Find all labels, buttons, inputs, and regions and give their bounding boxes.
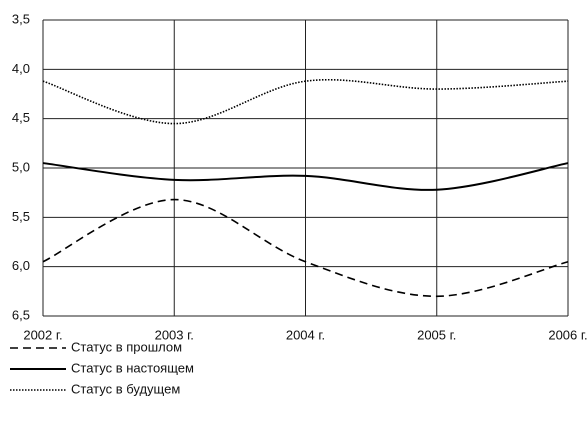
y-tick-label: 6,5 xyxy=(12,307,30,322)
x-tick-label: 2002 г. xyxy=(23,327,62,342)
y-tick-label: 5,0 xyxy=(12,159,30,174)
x-tick-label: 2004 г. xyxy=(286,327,325,342)
series-line xyxy=(42,162,569,191)
y-tick-label: 4,5 xyxy=(12,110,30,125)
legend-label: Статус в прошлом xyxy=(71,339,182,354)
x-tick-label: 2003 г. xyxy=(155,327,194,342)
y-tick-label: 5,5 xyxy=(12,209,30,224)
x-tick-label: 2005 г. xyxy=(417,327,456,342)
series-line xyxy=(42,78,569,125)
x-tick-label: 2006 г. xyxy=(548,327,587,342)
legend-label: Статус в будущем xyxy=(71,381,180,396)
series-line xyxy=(42,198,569,298)
y-tick-label: 3,5 xyxy=(12,11,30,26)
y-tick-label: 6,0 xyxy=(12,258,30,273)
legend-label: Статус в настоящем xyxy=(71,360,194,375)
y-tick-label: 4,0 xyxy=(12,61,30,76)
